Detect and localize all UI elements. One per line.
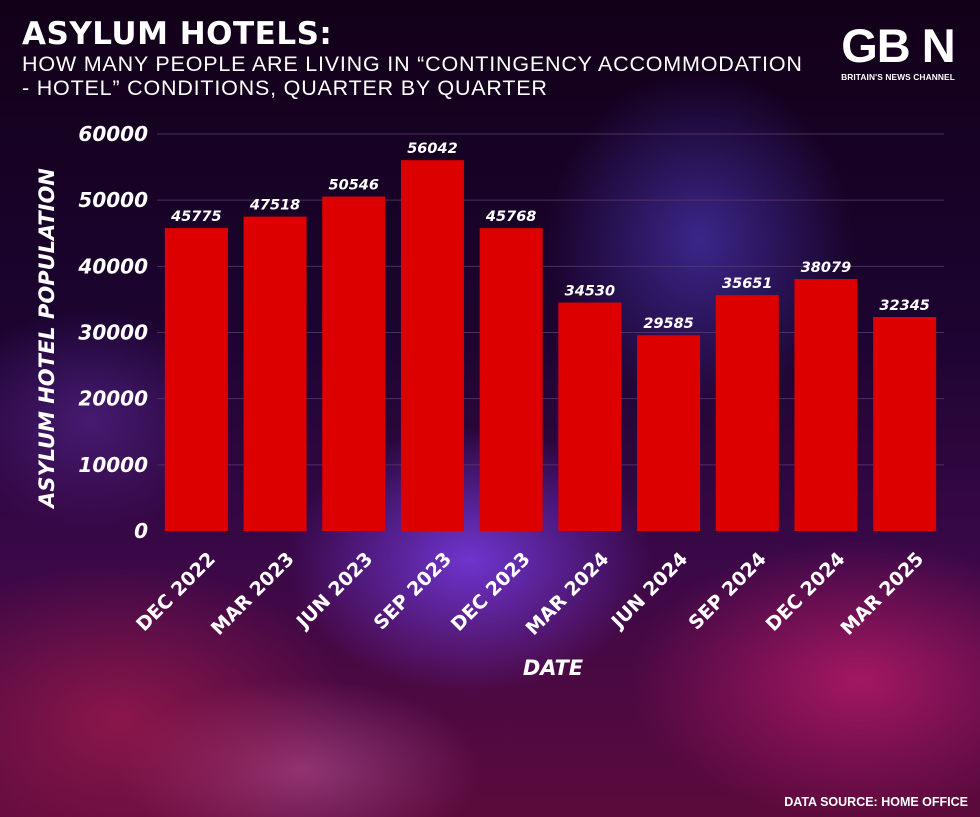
y-tick-label: 30000 [78,321,148,345]
bar-value-label: 56042 [407,141,457,157]
x-tick-label: MAR 2023 [207,548,299,640]
bar-value-label: 32345 [879,298,929,314]
chart-title: ASYLUM HOTELS: [22,16,333,52]
y-axis-ticks: 0 10000 20000 30000 40000 50000 60000 [77,122,148,543]
x-tick-label: JUN 2023 [291,548,377,634]
bar [715,295,779,531]
x-tick-label: MAR 2025 [836,548,928,640]
bar-value-label: 35651 [722,276,772,292]
x-tick-label: DEC 2022 [132,548,220,636]
y-tick-label: 0 [134,519,148,543]
chart-subtitle: HOW MANY PEOPLE ARE LIVING IN “CONTINGEN… [22,52,803,100]
bar-value-label: 38079 [801,260,851,276]
bar [558,302,622,531]
data-labels: 45775 47518 50546 56042 45768 34530 29585 35651… [170,141,930,332]
bar [400,160,464,531]
y-tick-label: 40000 [77,254,148,278]
bar-value-label: 29585 [643,316,693,332]
bar [243,216,307,531]
x-tick-label: SEP 2023 [370,548,456,634]
data-source: DATA SOURCE: HOME OFFICE [784,795,968,809]
bar-value-label: 50546 [329,178,379,194]
bar [164,228,228,532]
bar [794,279,858,531]
x-tick-label: DEC 2023 [447,548,535,636]
x-tick-label: SEP 2024 [684,548,770,634]
bar [873,316,937,531]
y-tick-label: 50000 [78,188,148,212]
x-tick-label: MAR 2024 [522,548,614,640]
bar [322,196,386,532]
bar [637,335,701,531]
bar [479,228,543,531]
bars [164,160,937,532]
y-axis-title: ASYLUM HOTEL POPULATION [35,168,59,510]
bar-value-label: 45768 [485,209,536,225]
x-axis-title: DATE [523,656,584,680]
logo-mark: GB N [841,19,956,72]
y-tick-label: 60000 [78,122,148,146]
bar-value-label: 47518 [249,198,300,214]
x-tick-label: DEC 2024 [762,548,850,636]
y-tick-label: 10000 [78,453,148,477]
y-tick-label: 20000 [78,387,148,411]
bar-value-label: 34530 [565,284,615,300]
logo-tagline: BRITAIN'S NEWS CHANNEL [841,72,955,82]
bar-value-label: 45775 [170,209,221,225]
x-tick-label: JUN 2024 [606,548,692,634]
gbnews-logo: GB N BRITAIN'S NEWS CHANNEL [832,20,964,86]
